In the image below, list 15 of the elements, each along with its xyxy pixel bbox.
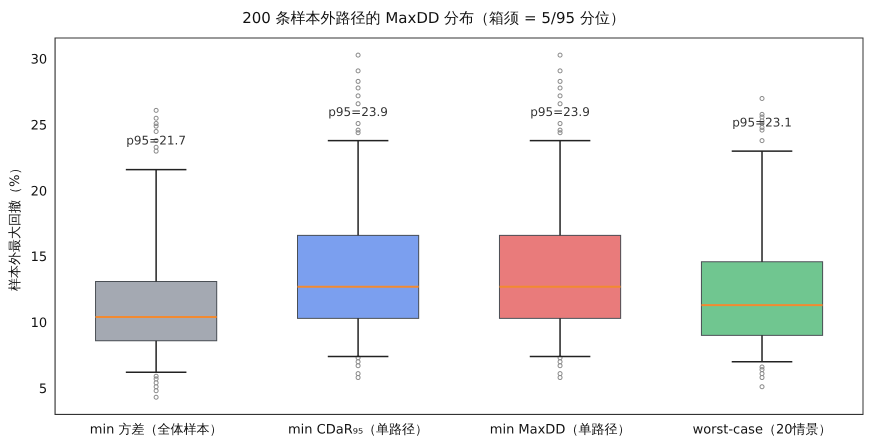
- chart-title: 200 条样本外路径的 MaxDD 分布（箱须 = 5/95 分位）: [242, 8, 625, 27]
- x-tick-label: min MaxDD（单路径）: [490, 422, 630, 438]
- annotation: p95=23.9: [530, 104, 590, 119]
- y-tick-label: 10: [30, 316, 48, 331]
- annotation: p95=21.7: [126, 134, 186, 148]
- y-axis-title: 样本外最大回撤（%）: [8, 162, 24, 291]
- y-tick-label: 15: [30, 250, 48, 266]
- annotation: p95=23.9: [328, 104, 388, 119]
- y-tick-label: 25: [30, 118, 48, 134]
- y-tick-label: 20: [30, 184, 48, 200]
- y-tick-label: 30: [30, 52, 48, 68]
- x-tick-label: worst-case（20情景）: [692, 422, 832, 438]
- y-tick-label: 5: [38, 382, 48, 397]
- x-tick-label: min CDaR₉₅（单路径）: [288, 422, 428, 438]
- x-tick-label: min 方差（全体样本）: [90, 422, 222, 438]
